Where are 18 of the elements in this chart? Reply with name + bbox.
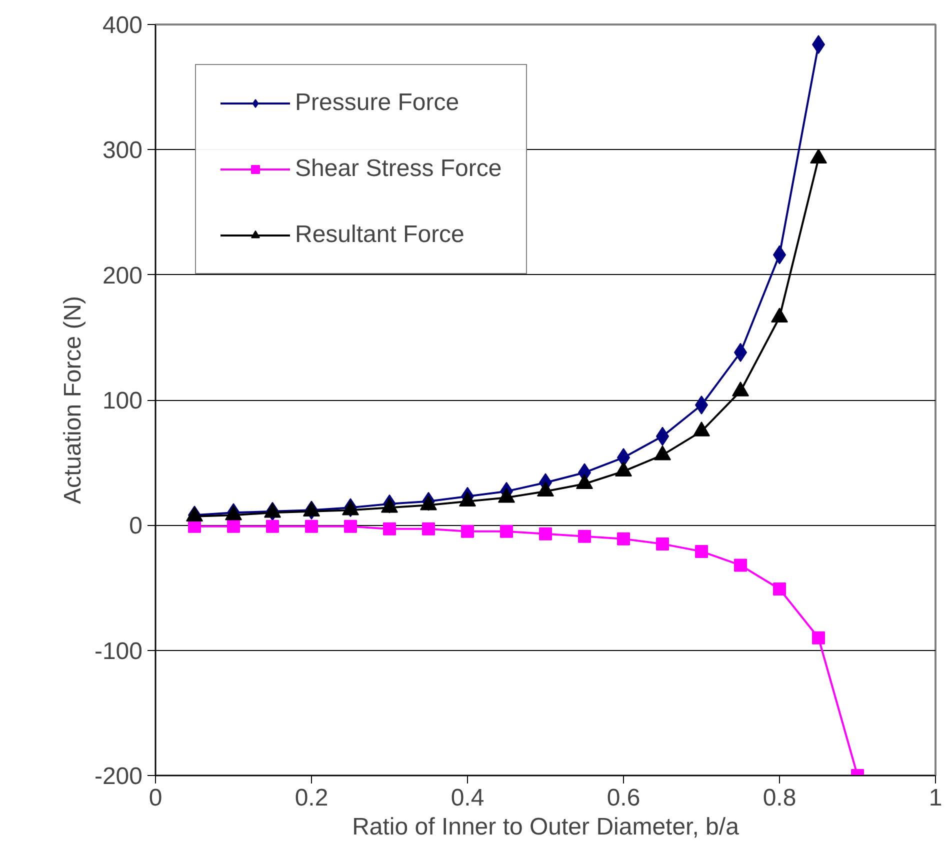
legend-label: Resultant Force [295,221,464,249]
y-axis-title: Actuation Force (N) [59,296,86,504]
x-tick-label: 0.8 [762,784,796,812]
y-tick-label: 300 [102,137,143,164]
legend-label: Pressure Force [295,89,460,117]
legend-label: Shear Stress Force [295,155,502,183]
x-tick-label: 0.6 [606,784,640,812]
y-tick-label: 200 [102,262,143,290]
y-tick-label: -100 [94,638,143,665]
x-axis-title: Ratio of Inner to Outer Diameter, b/a [352,814,740,840]
y-tick-label: 100 [102,388,143,414]
x-tick-label: 0.2 [294,784,328,812]
x-tick-label: 0 [148,784,162,812]
x-tick-label: 0.4 [450,784,484,812]
y-tick-label: -200 [94,763,143,790]
y-tick-label: 0 [129,512,143,540]
y-tick-label: 400 [102,12,143,39]
x-tick-label: 1 [928,784,942,812]
